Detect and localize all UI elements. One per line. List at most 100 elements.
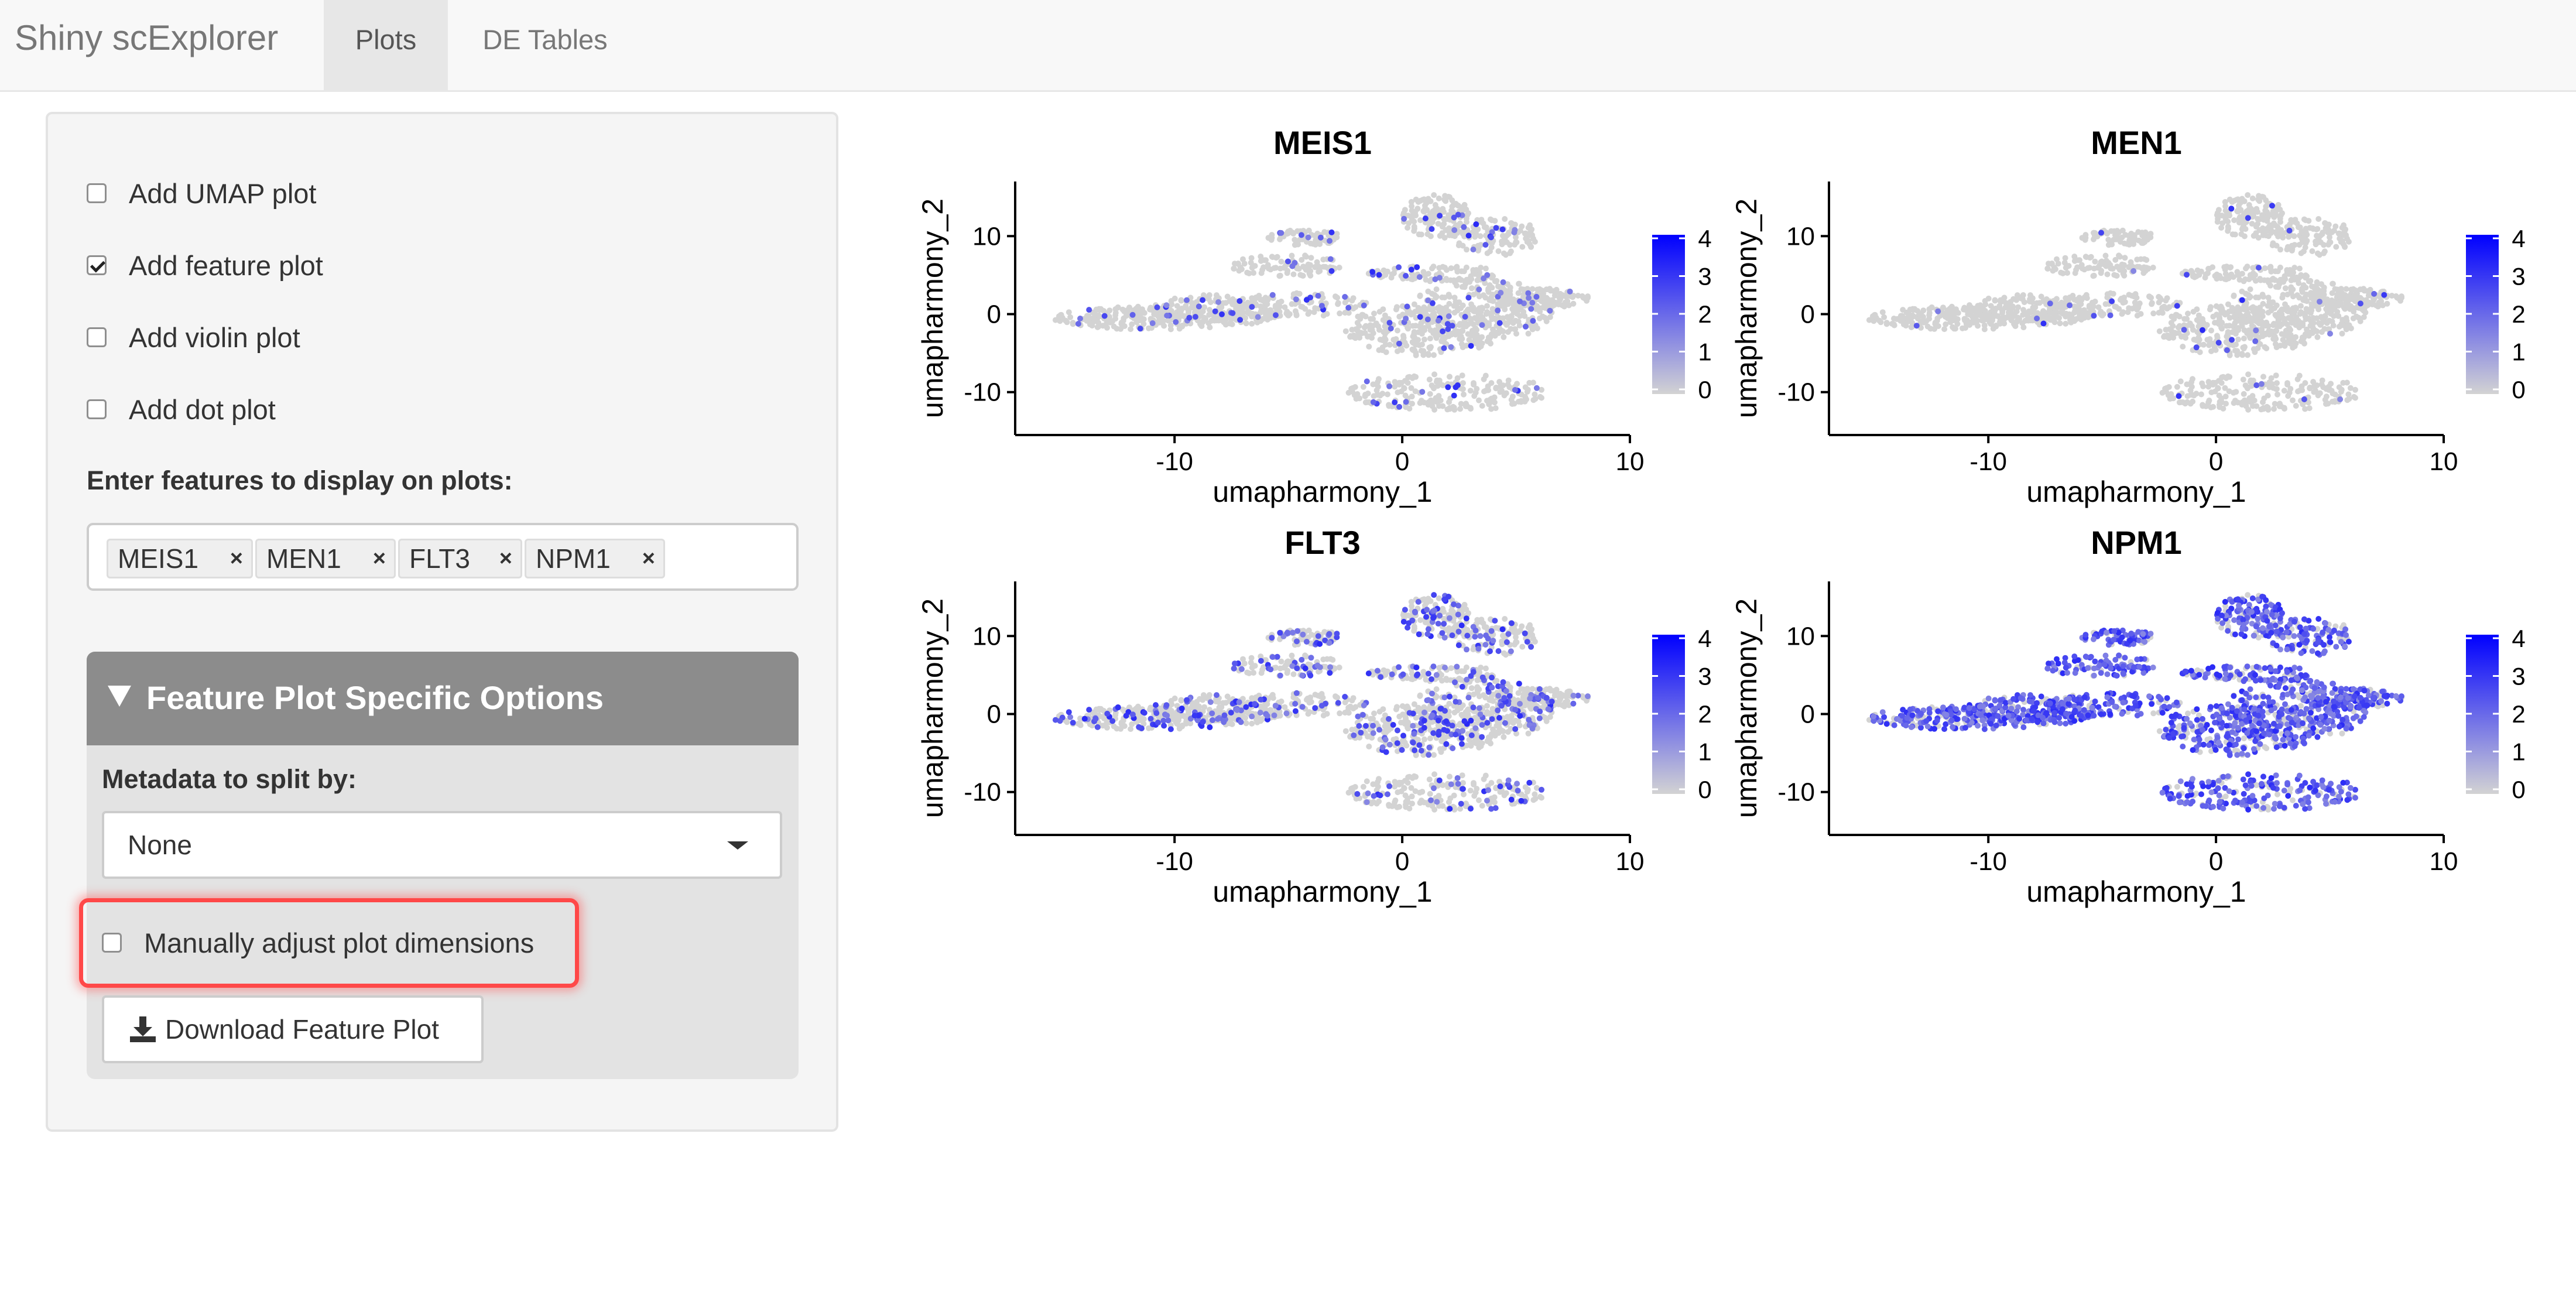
cell-point xyxy=(2261,395,2267,402)
cell-point xyxy=(1248,259,1254,266)
tab-plots[interactable]: Plots xyxy=(324,0,448,90)
legend-tick-label: 4 xyxy=(2512,225,2525,252)
cell-point xyxy=(2066,296,2072,302)
cell-point xyxy=(1441,215,1447,222)
cell-point xyxy=(1508,326,1514,332)
cell-point xyxy=(2255,313,2262,319)
cell-point-expressed xyxy=(1462,314,1468,320)
remove-chip-icon[interactable]: × xyxy=(499,546,512,571)
cell-point xyxy=(1978,313,1984,319)
checkbox-icon[interactable] xyxy=(102,933,122,953)
cell-point xyxy=(1129,321,1135,327)
cell-point xyxy=(2001,316,2008,322)
feature-chip[interactable]: NPM1 × xyxy=(525,539,665,578)
download-feature-plot-button[interactable]: Download Feature Plot xyxy=(102,995,484,1063)
legend-tick-label: 4 xyxy=(1698,225,1711,252)
checkbox-icon[interactable] xyxy=(87,399,107,419)
cell-point xyxy=(2300,320,2306,327)
feature-plot-options-header[interactable]: Feature Plot Specific Options xyxy=(87,652,799,745)
cell-point xyxy=(2205,384,2212,390)
remove-chip-icon[interactable]: × xyxy=(229,546,243,571)
cell-point xyxy=(2091,236,2097,242)
cell-point xyxy=(1496,315,1502,321)
add-feature-plot-checkbox[interactable]: Add feature plot xyxy=(87,248,323,283)
cell-point xyxy=(1431,771,1438,778)
cell-point xyxy=(2293,334,2299,340)
cell-point xyxy=(2301,216,2307,222)
cell-point xyxy=(2230,274,2236,280)
cell-point-expressed xyxy=(1195,303,1202,310)
cell-point xyxy=(1249,310,1255,317)
features-input[interactable]: MEIS1 × MEN1 × FLT3 × NPM1 × xyxy=(87,523,799,591)
cell-point xyxy=(1420,352,1427,358)
cell-point xyxy=(2274,380,2280,386)
remove-chip-icon[interactable]: × xyxy=(372,546,386,571)
feature-chip[interactable]: MEN1 × xyxy=(255,539,396,578)
cell-point xyxy=(1405,725,1411,732)
cell-point xyxy=(2320,230,2326,236)
remove-chip-icon[interactable]: × xyxy=(642,546,655,571)
feature-chip[interactable]: MEIS1 × xyxy=(107,539,253,578)
cell-point-expressed xyxy=(2184,272,2190,278)
cell-points xyxy=(1052,592,1591,813)
checkbox-checked-icon[interactable] xyxy=(87,255,107,275)
cell-point xyxy=(1908,324,1914,330)
checkbox-icon[interactable] xyxy=(87,183,107,203)
cell-point xyxy=(2198,268,2204,275)
cell-point xyxy=(1457,806,1463,812)
cell-point xyxy=(2002,300,2009,306)
cell-point xyxy=(1260,264,1267,271)
cell-point-expressed xyxy=(1289,263,1296,269)
cell-point xyxy=(1459,372,1465,379)
legend-tick-label: 3 xyxy=(2512,263,2525,290)
cell-point xyxy=(1128,726,1134,732)
cell-point xyxy=(2081,307,2087,313)
cell-point xyxy=(1525,730,1532,737)
add-dot-plot-checkbox[interactable]: Add dot plot xyxy=(87,392,276,427)
cell-point xyxy=(1408,198,1414,205)
cell-point xyxy=(1364,778,1370,785)
cell-point xyxy=(2249,209,2255,215)
cell-point xyxy=(1501,734,1507,740)
feature-chip[interactable]: FLT3 × xyxy=(398,539,522,578)
y-tick-label: 10 xyxy=(1786,222,1815,251)
cell-point xyxy=(1513,239,1520,245)
cell-point xyxy=(2046,261,2051,267)
cell-point xyxy=(1468,685,1475,691)
cell-point xyxy=(2200,341,2207,348)
split-by-select[interactable]: None xyxy=(102,811,782,879)
cell-point xyxy=(2263,197,2269,204)
cell-point-expressed xyxy=(1526,295,1532,301)
cell-point xyxy=(1556,295,1563,301)
cell-point xyxy=(2089,304,2095,311)
cell-point xyxy=(1394,704,1400,710)
cell-point xyxy=(1427,335,1433,342)
cell-point-expressed xyxy=(1255,314,1261,320)
cell-point-expressed xyxy=(1361,302,1367,309)
tab-de-tables[interactable]: DE Tables xyxy=(482,24,608,55)
cell-point xyxy=(1214,292,1220,299)
cell-point xyxy=(1460,380,1466,386)
cell-point xyxy=(2132,303,2139,309)
cell-point xyxy=(1431,192,1437,198)
cell-point xyxy=(1461,791,1467,797)
cell-point xyxy=(1167,326,1174,333)
add-violin-plot-checkbox[interactable]: Add violin plot xyxy=(87,320,300,355)
cell-point xyxy=(2235,317,2241,324)
plot-title: MEN1 xyxy=(2091,126,2182,161)
cell-point-expressed xyxy=(1101,313,1108,319)
cell-point-expressed xyxy=(1388,326,1394,331)
cell-point xyxy=(1488,380,1495,386)
cell-point xyxy=(1426,376,1433,383)
cell-point xyxy=(1943,321,1949,327)
cell-point xyxy=(1369,735,1375,741)
checkbox-icon[interactable] xyxy=(87,327,107,347)
manual-dimensions-checkbox[interactable]: Manually adjust plot dimensions xyxy=(102,925,534,960)
cell-point xyxy=(1509,393,1516,400)
cell-point xyxy=(2030,308,2037,314)
add-umap-plot-checkbox[interactable]: Add UMAP plot xyxy=(87,176,316,211)
cell-point xyxy=(1943,311,1950,318)
cell-point xyxy=(1928,304,1935,311)
app-brand[interactable]: Shiny scExplorer xyxy=(15,18,279,57)
cell-point xyxy=(1345,389,1352,396)
